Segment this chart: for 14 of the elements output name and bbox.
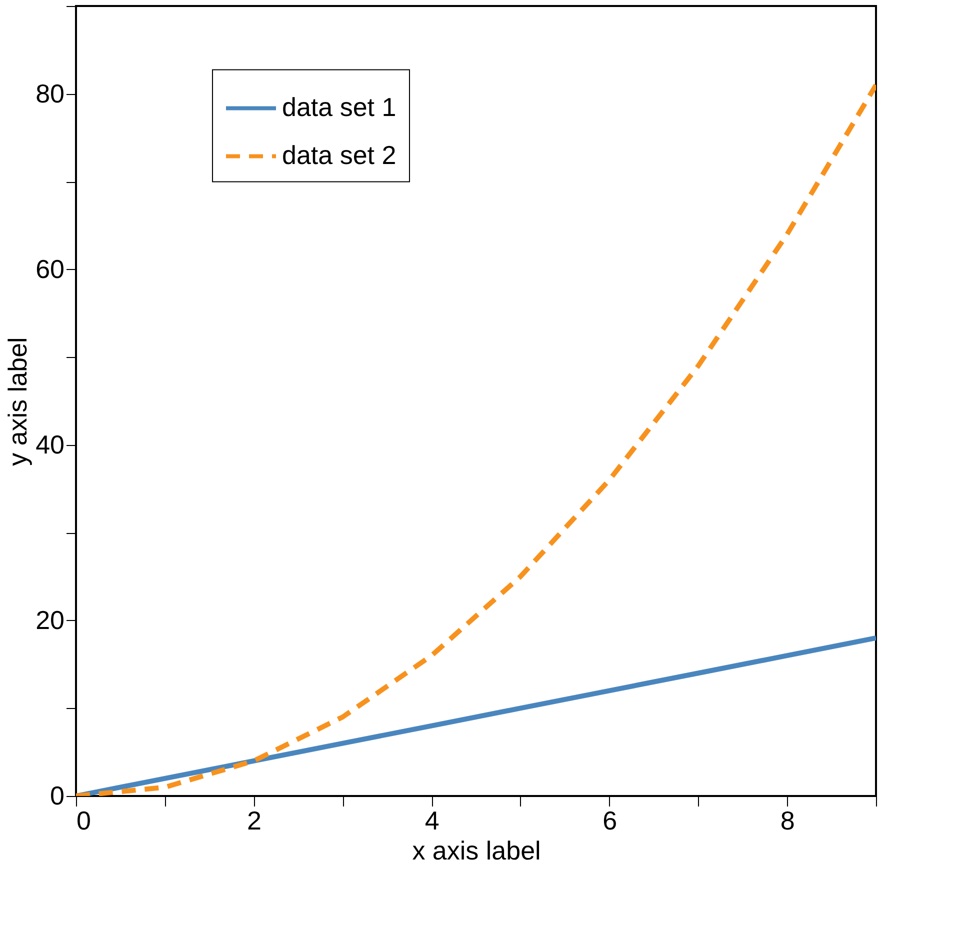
y-tick-label: 0 bbox=[50, 780, 64, 810]
x-tick-label: 6 bbox=[602, 806, 618, 836]
legend-label: data set 2 bbox=[282, 140, 396, 170]
y-tick-label: 40 bbox=[36, 429, 64, 460]
x-tick-label: 8 bbox=[780, 806, 795, 836]
x-tick-label: 2 bbox=[247, 806, 262, 836]
x-tick-label: 0 bbox=[76, 806, 91, 836]
y-tick-label: 60 bbox=[36, 254, 64, 284]
x-axis-title: x axis label bbox=[412, 836, 541, 866]
y-tick-label: 80 bbox=[36, 78, 64, 108]
x-tick-label: 4 bbox=[424, 806, 440, 836]
y-tick-label: 20 bbox=[36, 604, 64, 635]
y-axis-title: y axis label bbox=[2, 337, 33, 466]
legend-label: data set 1 bbox=[282, 92, 396, 122]
